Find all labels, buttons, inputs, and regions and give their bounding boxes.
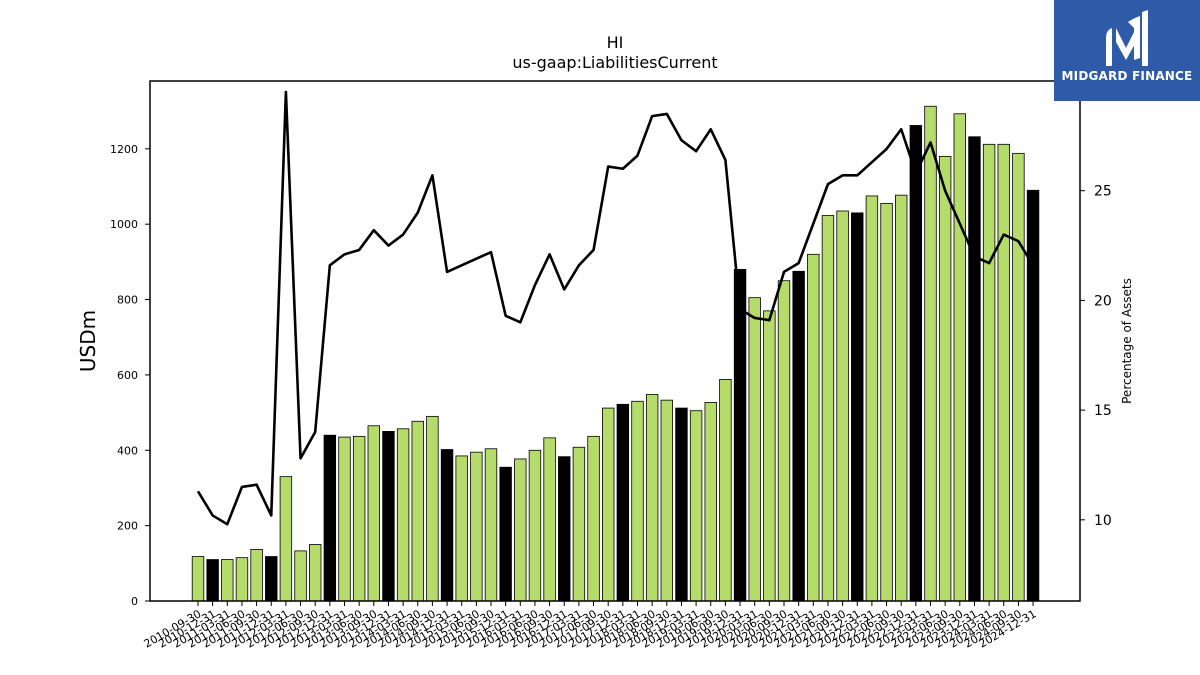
bar (558, 456, 571, 602)
y-tick-label: 600 (117, 369, 138, 382)
bar (514, 458, 527, 602)
bar (499, 466, 512, 602)
bar (221, 559, 234, 602)
bar (982, 143, 996, 602)
brand-logo: MIDGARD FINANCE (1054, 0, 1200, 101)
bar (426, 415, 439, 602)
bar (953, 113, 967, 602)
y-tick-label: 1000 (110, 218, 138, 231)
bar (733, 269, 747, 602)
bar (675, 407, 688, 602)
bar (528, 449, 542, 602)
bar (235, 557, 249, 602)
y2-tick-label: 20 (1094, 293, 1112, 309)
bar (807, 253, 820, 602)
chart-subtitle: us-gaap:LiabilitiesCurrent (512, 53, 717, 72)
bar (440, 449, 454, 602)
chart-title: HI (607, 33, 624, 52)
bar (382, 431, 395, 602)
bar (1012, 152, 1025, 602)
bar (352, 435, 366, 602)
bar (206, 559, 219, 602)
bar (836, 210, 849, 602)
bar (455, 455, 468, 602)
bar (660, 399, 674, 602)
bar (308, 544, 322, 602)
bar (265, 556, 278, 602)
bar (587, 435, 600, 602)
bar (938, 155, 952, 602)
bar (777, 280, 791, 602)
y2-tick-label: 10 (1094, 513, 1112, 529)
bar (851, 212, 864, 602)
bar (484, 448, 498, 602)
y-tick-label: 1200 (110, 143, 138, 156)
bar (821, 215, 835, 602)
bars-layer (191, 105, 1040, 602)
bar (250, 548, 263, 602)
y2-axis-label: Percentage of Assets (1120, 278, 1134, 404)
bar (323, 434, 337, 602)
bar (411, 420, 424, 602)
bar (294, 550, 307, 602)
bar (279, 476, 293, 602)
bar (880, 203, 893, 602)
bar (616, 403, 630, 602)
bar (338, 436, 351, 602)
percentage-line (196, 90, 1035, 526)
bar (704, 402, 717, 602)
bar (572, 446, 586, 602)
bar (748, 297, 761, 602)
bar (602, 407, 615, 602)
bar (631, 400, 644, 602)
bar (1026, 189, 1040, 602)
left-axis: 0 200 400 600 800 1000 1200 (110, 143, 150, 608)
y-tick-label: 200 (117, 520, 138, 533)
y-tick-label: 0 (131, 595, 138, 608)
bar (763, 310, 776, 602)
bar (792, 270, 805, 602)
y-axis-label: USDm (76, 310, 100, 372)
bar (470, 451, 483, 602)
bar (689, 410, 703, 602)
bar (895, 194, 908, 602)
y-tick-label: 800 (117, 294, 138, 307)
line-layer (196, 90, 1035, 526)
plot-frame (149, 80, 1081, 602)
x-axis: 2010-09-302010-12-312011-03-312011-06-30… (142, 601, 1039, 651)
bar (645, 394, 659, 602)
y2-tick-label: 15 (1094, 403, 1112, 419)
bar (909, 125, 923, 602)
bar (924, 105, 937, 602)
bar (396, 428, 410, 602)
logo-text: MIDGARD FINANCE (1061, 69, 1193, 83)
bar (543, 437, 556, 602)
right-axis: 10 15 20 25 (1080, 184, 1112, 529)
y2-tick-label: 25 (1094, 184, 1112, 200)
bar (865, 195, 879, 602)
bar (997, 143, 1010, 602)
bar (367, 425, 381, 602)
bar (191, 556, 205, 602)
y-tick-label: 400 (117, 444, 138, 457)
midgard-logo-icon (1106, 10, 1148, 66)
bar (968, 136, 981, 602)
bar (719, 379, 732, 602)
